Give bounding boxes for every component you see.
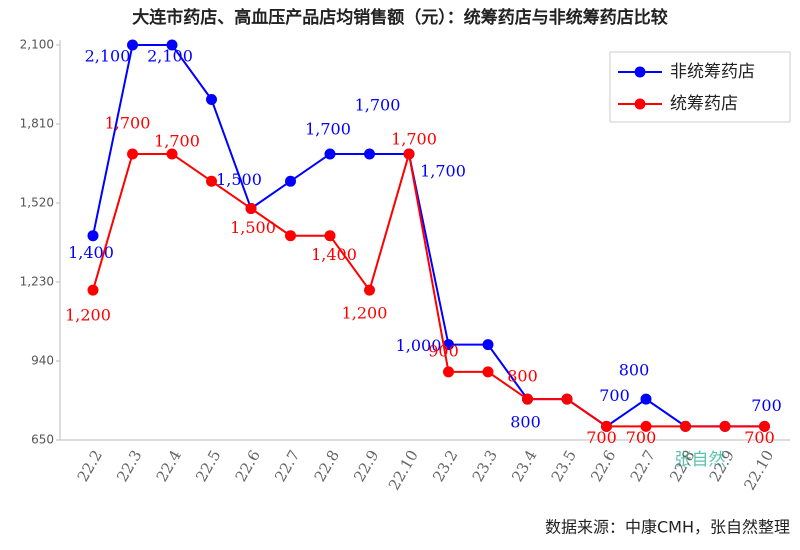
data-point <box>166 148 178 160</box>
data-point <box>601 420 612 432</box>
data-point <box>443 366 454 378</box>
data-point <box>87 230 99 242</box>
data-point <box>759 420 770 432</box>
data-label: 700 <box>626 428 657 447</box>
x-tick-label: 23.5 <box>548 447 580 485</box>
data-point <box>403 148 415 160</box>
x-tick-label: 22.5 <box>192 447 224 485</box>
chart-title: 大连市药店、高血压产品店均销售额（元）：统筹药店与非统筹药店比较 <box>132 7 668 28</box>
x-tick-label: 23.3 <box>469 447 501 485</box>
data-point <box>364 148 375 160</box>
x-tick-label: 22.8 <box>311 447 343 485</box>
data-point <box>364 284 375 296</box>
data-label: 700 <box>744 428 775 447</box>
data-point <box>680 420 691 432</box>
x-tick-label: 22.7 <box>271 447 303 485</box>
legend-marker <box>634 98 646 110</box>
x-tick-label: 22.10 <box>385 447 422 493</box>
data-label: 1,200 <box>342 304 388 323</box>
x-tick-label: 22.3 <box>113 447 145 485</box>
x-tick-label: 22.2 <box>74 447 106 485</box>
data-label: 700 <box>599 386 630 405</box>
data-point <box>561 393 573 405</box>
data-point <box>522 393 533 405</box>
y-tick-label: 940 <box>31 354 54 368</box>
data-label: 1,400 <box>68 243 114 262</box>
x-tick-label: 22.10 <box>740 447 777 493</box>
y-tick-label: 1,810 <box>20 117 54 131</box>
legend-label: 非统筹药店 <box>670 62 755 82</box>
legend-marker <box>634 66 646 78</box>
data-point <box>127 39 138 51</box>
data-label: 800 <box>507 367 538 386</box>
data-label: 2,100 <box>85 47 131 66</box>
data-point <box>166 39 178 51</box>
data-point <box>285 230 296 242</box>
x-tick-label: 22.6 <box>587 447 619 485</box>
legend-label: 统筹药店 <box>670 94 738 114</box>
x-tick-label: 22.4 <box>153 447 185 485</box>
x-tick-label: 22.6 <box>232 447 264 485</box>
data-label: 700 <box>586 428 617 447</box>
data-label: 2,100 <box>147 47 193 66</box>
data-label: 1,700 <box>305 119 351 138</box>
data-point <box>482 366 494 378</box>
data-label: 900 <box>428 341 459 360</box>
series-line <box>92 152 765 428</box>
y-tick-label: 650 <box>31 433 54 447</box>
data-label: 1,700 <box>391 129 437 148</box>
data-point <box>87 284 99 296</box>
y-tick-label: 1,520 <box>20 196 54 210</box>
x-tick-label: 22.9 <box>350 447 382 485</box>
y-tick-label: 2,100 <box>20 38 54 52</box>
data-label: 1,700 <box>105 113 151 132</box>
data-point <box>443 339 454 351</box>
source-note: 数据来源：中康CMH，张自然整理 <box>545 518 790 537</box>
data-point <box>245 202 257 214</box>
data-point <box>324 230 336 242</box>
data-label: 1,000 <box>396 336 442 355</box>
data-label: 700 <box>751 396 782 415</box>
y-tick-label: 1,230 <box>20 275 54 289</box>
data-label: 1,700 <box>420 161 466 180</box>
x-tick-label: 23.4 <box>508 447 540 485</box>
data-point <box>640 420 652 432</box>
data-label: 1,700 <box>154 131 200 150</box>
data-label: 800 <box>510 413 541 432</box>
data-label: 1,700 <box>355 95 401 114</box>
x-tick-label: 22.7 <box>627 447 659 485</box>
data-label: 1,500 <box>230 218 276 237</box>
data-point <box>640 393 652 405</box>
data-point <box>127 148 138 160</box>
watermark: 张自然 <box>675 450 726 470</box>
data-label: 1,200 <box>65 306 111 325</box>
data-point <box>719 420 731 432</box>
data-label: 1,400 <box>311 245 357 264</box>
data-point <box>285 175 296 187</box>
data-point <box>206 93 217 105</box>
series-line <box>92 44 765 428</box>
legend-box <box>609 51 791 123</box>
data-point <box>206 175 217 187</box>
data-point <box>324 148 336 160</box>
data-label: 1,500 <box>216 170 262 189</box>
data-point <box>482 339 494 351</box>
data-label: 800 <box>619 361 650 380</box>
x-tick-label: 23.2 <box>429 447 461 485</box>
